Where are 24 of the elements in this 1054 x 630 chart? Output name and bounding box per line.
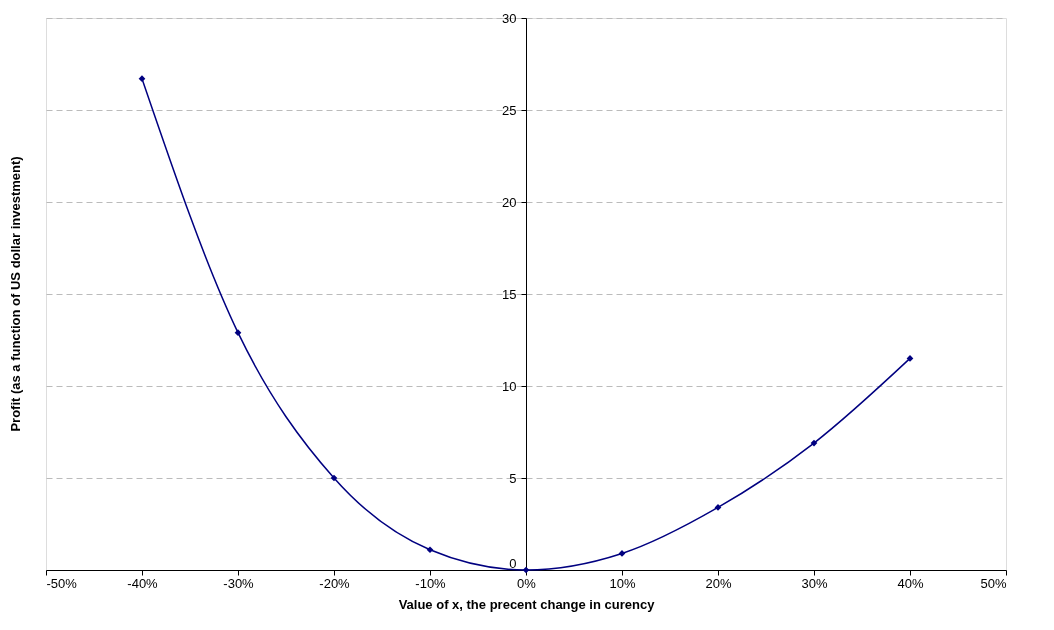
x-tick-label: 30% [801,575,828,591]
y-tick-label: 0 [509,555,517,571]
x-tick-label: 50% [980,575,1007,591]
x-tick-label: -40% [127,575,159,591]
x-tick-label: -20% [319,575,351,591]
y-tick-label: 25 [502,102,517,118]
x-tick-label: 0% [517,575,537,591]
point [138,75,146,83]
y-tick-label: 15 [502,286,517,302]
y-tick-label: 5 [509,470,517,486]
y-tick-label: 30 [502,10,517,26]
x-tick-label: 10% [609,575,636,591]
x-tick-label: -30% [223,575,255,591]
y-tick-label: 10 [502,378,517,394]
x-tick-label: -10% [415,575,447,591]
y-axis-title: Profit (as a function of US dollar investment) [8,156,23,432]
point [810,439,818,447]
x-tick-label: 20% [705,575,732,591]
x-axis-title: Value of x, the precent change in curency [398,596,656,612]
point [426,546,434,554]
point [330,474,338,482]
x-tick-label: -50% [46,575,78,591]
y-tick-label: 20 [502,194,517,210]
x-tick-label: 40% [897,575,924,591]
